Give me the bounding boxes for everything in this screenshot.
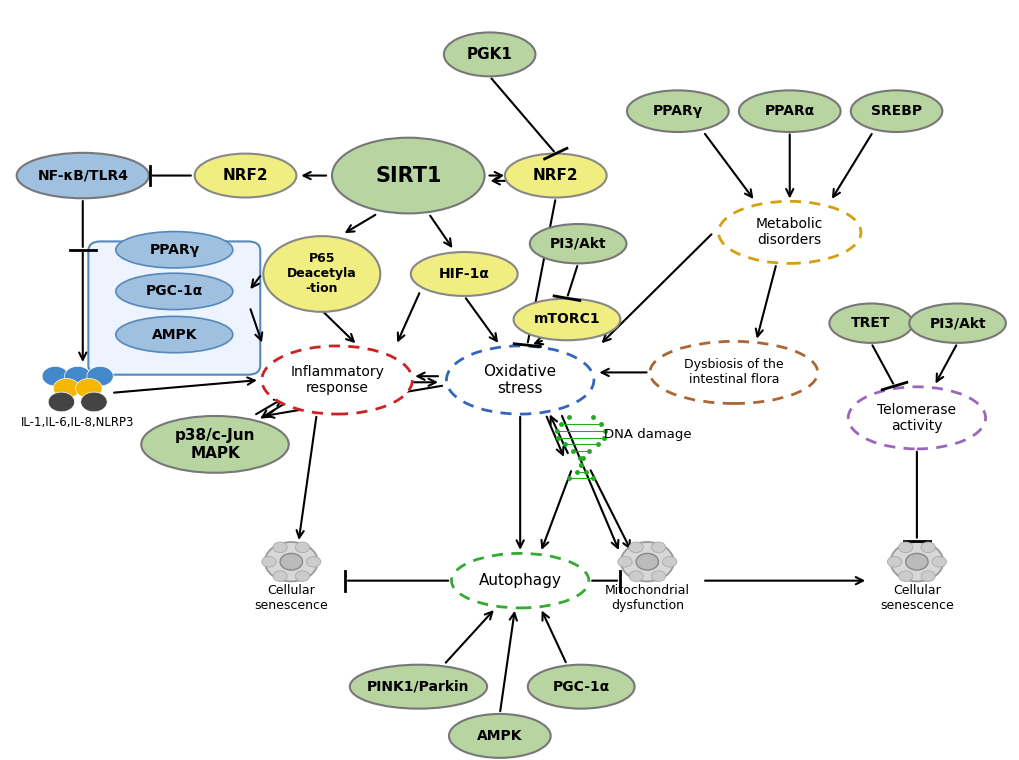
Circle shape (618, 556, 632, 567)
Ellipse shape (504, 154, 606, 198)
Ellipse shape (141, 416, 288, 473)
Text: PI3/Akt: PI3/Akt (549, 236, 606, 251)
Ellipse shape (627, 90, 728, 132)
Ellipse shape (443, 33, 535, 76)
Text: PGK1: PGK1 (467, 47, 513, 62)
Circle shape (898, 542, 912, 553)
Circle shape (42, 366, 68, 386)
Text: Telomerase
activity: Telomerase activity (876, 403, 956, 433)
Circle shape (262, 556, 276, 567)
Text: Autophagy: Autophagy (478, 573, 561, 588)
Ellipse shape (116, 316, 232, 353)
Ellipse shape (636, 553, 658, 570)
Circle shape (273, 571, 287, 581)
Ellipse shape (116, 274, 232, 309)
Ellipse shape (738, 90, 840, 132)
Ellipse shape (529, 224, 626, 264)
Text: NF-κB/TLR4: NF-κB/TLR4 (38, 169, 128, 182)
Circle shape (662, 556, 677, 567)
Text: SIRT1: SIRT1 (375, 166, 441, 185)
Text: PPARα: PPARα (764, 104, 814, 119)
Ellipse shape (448, 714, 550, 758)
Text: PINK1/Parkin: PINK1/Parkin (367, 679, 469, 694)
Text: Oxidative
stress: Oxidative stress (483, 364, 556, 396)
Text: TRET: TRET (851, 316, 890, 330)
Ellipse shape (331, 138, 484, 214)
Ellipse shape (116, 232, 232, 268)
Text: p38/c-Jun
MAPK: p38/c-Jun MAPK (174, 428, 255, 461)
Text: NRF2: NRF2 (222, 168, 268, 183)
Circle shape (629, 571, 643, 581)
Ellipse shape (411, 252, 517, 296)
Ellipse shape (905, 553, 927, 570)
Ellipse shape (828, 303, 912, 343)
Ellipse shape (908, 303, 1005, 343)
Ellipse shape (16, 153, 149, 198)
Circle shape (307, 556, 321, 567)
Circle shape (920, 542, 934, 553)
Circle shape (920, 571, 934, 581)
Ellipse shape (890, 542, 943, 581)
Circle shape (898, 571, 912, 581)
Text: Mitochondrial
dysfunction: Mitochondrial dysfunction (604, 584, 689, 613)
Text: PPARγ: PPARγ (652, 104, 702, 119)
Circle shape (887, 556, 901, 567)
Ellipse shape (195, 154, 297, 198)
Text: mTORC1: mTORC1 (533, 312, 600, 327)
Circle shape (651, 542, 665, 553)
Text: IL-1,IL-6,IL-8,NLRP3: IL-1,IL-6,IL-8,NLRP3 (21, 416, 135, 429)
Ellipse shape (513, 299, 620, 340)
Ellipse shape (848, 387, 984, 449)
Ellipse shape (850, 90, 942, 132)
Text: SREBP: SREBP (870, 104, 921, 119)
Text: Inflammatory
response: Inflammatory response (289, 365, 383, 395)
Ellipse shape (621, 542, 674, 581)
Ellipse shape (265, 542, 318, 581)
Circle shape (81, 392, 107, 412)
Circle shape (53, 378, 79, 398)
Text: Cellular
senescence: Cellular senescence (254, 584, 328, 613)
Ellipse shape (649, 341, 817, 404)
Ellipse shape (263, 236, 380, 312)
Text: PGC-1α: PGC-1α (146, 284, 203, 299)
Ellipse shape (451, 553, 588, 608)
Circle shape (296, 542, 310, 553)
Ellipse shape (350, 665, 487, 708)
Ellipse shape (527, 665, 634, 708)
Circle shape (651, 571, 665, 581)
Ellipse shape (280, 553, 303, 570)
Text: DNA damage: DNA damage (603, 428, 691, 441)
Circle shape (931, 556, 946, 567)
Text: Dysbiosis of the
intestinal flora: Dysbiosis of the intestinal flora (684, 359, 783, 386)
Text: NRF2: NRF2 (533, 168, 578, 183)
Text: AMPK: AMPK (477, 729, 522, 743)
Text: PPARγ: PPARγ (149, 242, 199, 257)
Circle shape (64, 366, 91, 386)
Ellipse shape (262, 346, 412, 414)
Ellipse shape (446, 346, 593, 414)
Text: PGC-1α: PGC-1α (552, 679, 609, 694)
Circle shape (273, 542, 287, 553)
Circle shape (296, 571, 310, 581)
Text: Metabolic
disorders: Metabolic disorders (755, 217, 822, 248)
Circle shape (48, 392, 74, 412)
Text: P65
Deacetyla
-tion: P65 Deacetyla -tion (286, 252, 357, 296)
Text: PI3/Akt: PI3/Akt (928, 316, 985, 330)
Circle shape (87, 366, 113, 386)
Text: HIF-1α: HIF-1α (438, 267, 489, 281)
Circle shape (75, 378, 102, 398)
Text: AMPK: AMPK (152, 328, 197, 341)
Ellipse shape (717, 201, 860, 264)
FancyBboxPatch shape (89, 242, 260, 375)
Circle shape (629, 542, 643, 553)
Text: Cellular
senescence: Cellular senescence (879, 584, 953, 613)
